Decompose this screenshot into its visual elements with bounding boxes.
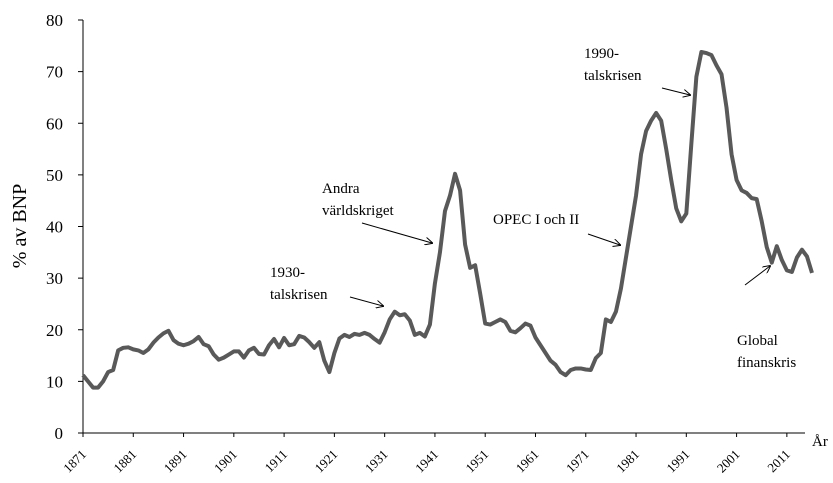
annotation: Andra: [322, 181, 360, 197]
annotation: 1930-: [270, 265, 305, 281]
y-tick-label: 40: [46, 218, 63, 237]
y-tick-label: 20: [46, 321, 63, 340]
x-tick-label: 1871: [60, 447, 89, 476]
y-tick-label: 80: [46, 11, 63, 30]
y-tick-label: 50: [46, 166, 63, 185]
x-tick-label: 1981: [613, 447, 642, 476]
x-tick-label: 1991: [663, 447, 692, 476]
annotation: finanskris: [737, 355, 796, 371]
annotation: 1990-: [584, 46, 619, 62]
y-axis-label: % av BNP: [9, 184, 31, 268]
x-tick-label: 1941: [412, 447, 441, 476]
annotation-arrow: [349, 296, 383, 306]
y-tick-label: 10: [46, 372, 63, 391]
y-tick-label: 70: [46, 63, 63, 82]
x-tick-label: 1891: [161, 447, 190, 476]
annotation: världskriget: [322, 203, 394, 219]
y-tick-label: 30: [46, 269, 63, 288]
x-tick-label: 1911: [262, 447, 291, 476]
y-tick-label: 60: [46, 114, 63, 133]
annotation: Global: [737, 333, 778, 349]
x-tick-label: 2001: [714, 447, 743, 476]
x-tick-label: 1951: [462, 447, 491, 476]
x-tick-label: 1961: [513, 447, 542, 476]
annotation: talskrisen: [584, 68, 642, 84]
data-line: [81, 50, 814, 390]
annotation-arrow: [744, 266, 770, 286]
x-axis-label: År: [812, 434, 828, 450]
x-tick-label: 1881: [110, 447, 139, 476]
x-tick-label: 2011: [764, 447, 793, 476]
annotation: OPEC I och II: [493, 212, 579, 228]
x-tick-label: 1901: [211, 447, 240, 476]
x-tick-label: 1931: [362, 447, 391, 476]
y-tick-label: 0: [55, 424, 64, 443]
x-tick-label: 1921: [312, 447, 341, 476]
x-tick-label: 1971: [563, 447, 592, 476]
annotation: talskrisen: [270, 287, 328, 303]
annotation-arrow: [661, 87, 690, 95]
annotation-arrow: [361, 222, 432, 243]
annotation-arrow: [587, 233, 620, 245]
